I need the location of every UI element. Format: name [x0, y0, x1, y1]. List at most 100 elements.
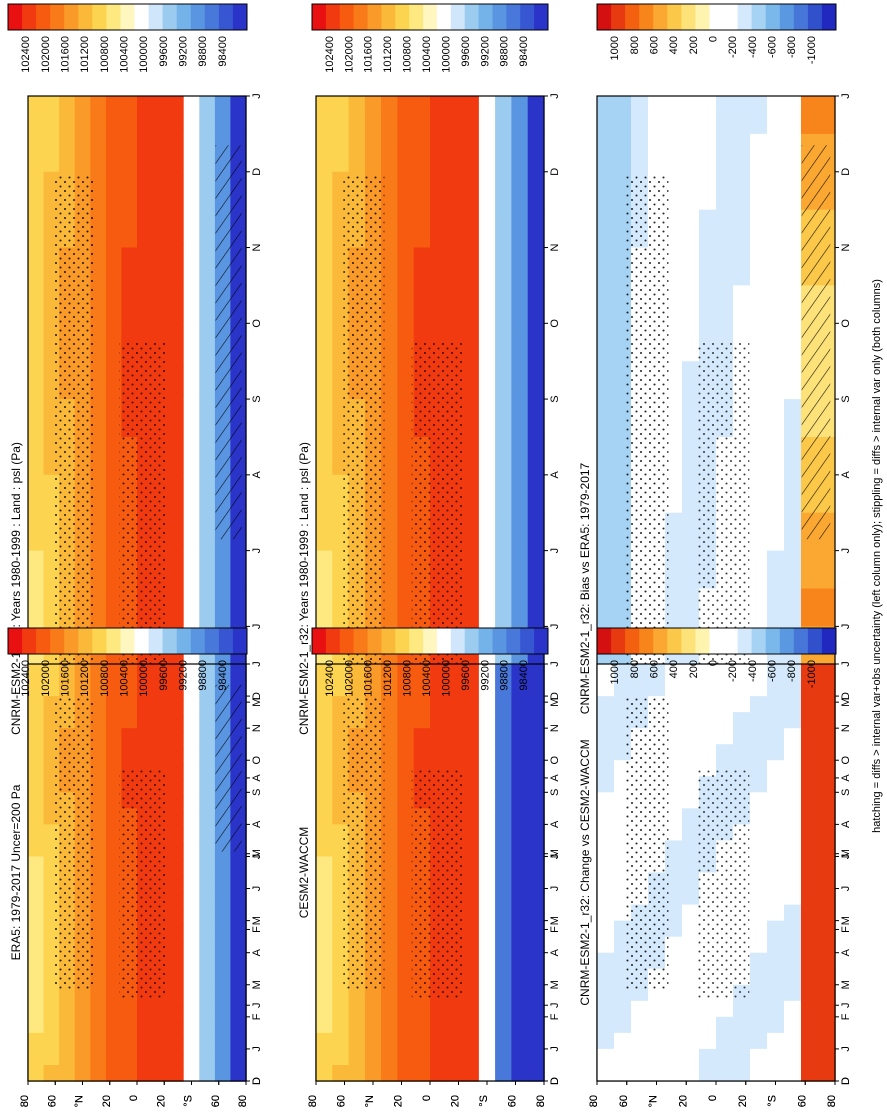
field-cell: [682, 133, 700, 173]
field-cell: [495, 1016, 512, 1034]
field-cell: [527, 209, 545, 249]
field-cell: [43, 1065, 60, 1082]
field-cell: [316, 936, 333, 954]
field-cell: [137, 1000, 154, 1018]
field-cell: [495, 474, 512, 514]
field-cell: [152, 1065, 169, 1082]
y-tick-label: 20: [677, 1095, 689, 1107]
field-cell: [105, 285, 123, 324]
field-cell: [527, 1065, 545, 1082]
field-cell: [381, 399, 398, 438]
colorbar-swatch: [218, 628, 234, 654]
field-cell: [818, 712, 836, 729]
field-cell: [105, 171, 123, 211]
field-cell: [183, 323, 200, 362]
field-cell: [597, 888, 615, 906]
field-cell: [682, 920, 700, 938]
field-cell: [750, 936, 768, 954]
field-cell: [818, 920, 836, 938]
field-cell: [750, 512, 768, 552]
field-cell: [699, 728, 717, 745]
field-cell: [801, 760, 819, 777]
x-tick-label: N: [549, 244, 561, 252]
x-tick-label: A: [549, 820, 561, 828]
field-cell: [28, 247, 45, 286]
field-cell: [316, 712, 333, 729]
x-tick-label: M: [549, 698, 561, 707]
colorbar-label: 101600: [59, 660, 71, 697]
field-cell: [462, 664, 480, 681]
field-cell: [90, 323, 107, 362]
field-cell: [597, 904, 615, 922]
field-cell: [716, 209, 734, 249]
hatching-overlay: [215, 145, 242, 540]
field-cell: [413, 696, 431, 713]
field-cell: [511, 1048, 529, 1066]
y-tick-label: 80: [588, 1095, 600, 1107]
colorbar-label: 0: [708, 660, 720, 666]
field-cell: [168, 760, 185, 777]
field-cell: [137, 285, 154, 324]
field-cell: [597, 696, 615, 713]
field-cell: [511, 696, 529, 713]
field-cell: [699, 1065, 717, 1082]
field-cell: [767, 1048, 785, 1066]
field-cell: [121, 712, 138, 729]
field-cell: [397, 792, 415, 809]
field-cell: [750, 1048, 768, 1066]
field-cell: [199, 664, 216, 681]
y-tick-label: 0: [128, 1095, 140, 1101]
field-cell: [183, 437, 200, 476]
field-cell: [665, 760, 683, 777]
x-tick-label: M: [840, 980, 852, 989]
field-cell: [381, 1048, 398, 1066]
field-cell: [750, 728, 768, 745]
field-cell: [784, 872, 802, 890]
field-cell: [183, 936, 200, 954]
field-cell: [462, 588, 480, 627]
field-cell: [183, 285, 200, 324]
field-cell: [152, 1048, 169, 1066]
field-cell: [397, 712, 415, 729]
colorbar-label: 101600: [363, 36, 375, 73]
field-cell: [665, 856, 683, 874]
field-cell: [214, 872, 232, 890]
field-cell: [28, 1048, 45, 1066]
field-cell: [784, 744, 802, 761]
field-cell: [750, 888, 768, 906]
field-cell: [28, 285, 45, 324]
field-cell: [784, 856, 802, 874]
field-cell: [183, 696, 200, 713]
field-cell: [527, 728, 545, 745]
field-cell: [230, 888, 247, 906]
colorbar-label: 102400: [20, 660, 32, 697]
field-cell: [90, 968, 107, 986]
field-cell: [199, 1065, 216, 1082]
field-cell: [767, 588, 785, 627]
field-cell: [597, 209, 615, 249]
colorbar-swatch: [520, 4, 535, 30]
field-cell: [413, 664, 431, 681]
field-cell: [430, 712, 447, 729]
field-cell: [682, 209, 700, 249]
field-cell: [733, 1016, 751, 1034]
field-cell: [43, 1000, 60, 1018]
hatching-overlay: [801, 145, 831, 540]
field-cell: [59, 680, 76, 697]
field-cell: [199, 824, 216, 841]
field-cell: [121, 285, 138, 324]
field-cell: [28, 474, 45, 514]
field-cell: [199, 792, 216, 809]
field-cell: [168, 171, 185, 211]
field-cell: [462, 437, 480, 476]
field-cell: [478, 664, 496, 681]
field-cell: [90, 1048, 107, 1066]
field-cell: [478, 399, 496, 438]
field-cell: [478, 696, 496, 713]
colorbar-frame: [7, 3, 248, 31]
field-cell: [614, 680, 632, 697]
colorbar-label: 98800: [197, 36, 209, 67]
field-cell: [462, 96, 480, 135]
field-cell: [527, 285, 545, 324]
field-cell: [818, 1032, 836, 1050]
